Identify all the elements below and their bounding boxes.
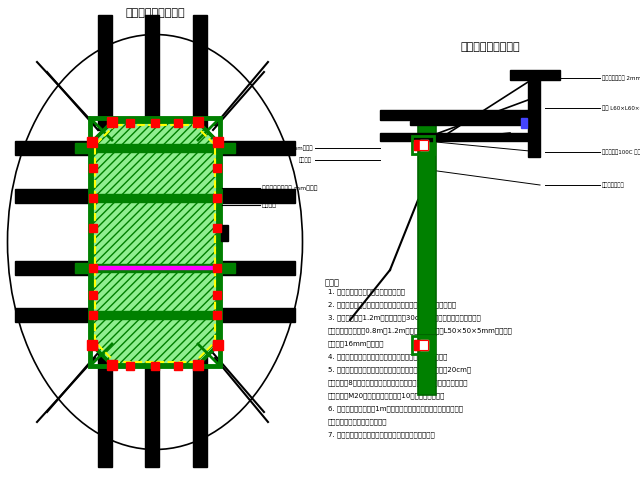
Bar	[213, 224, 221, 232]
Bar	[174, 362, 182, 370]
Bar	[220, 263, 235, 273]
Text: 护栏脚踢板（高度 mm钢板）: 护栏脚踢板（高度 mm钢板）	[264, 145, 312, 151]
Text: 7. 防护栏杆内侧及作业平台底部应挂设鼓板反防护网。: 7. 防护栏杆内侧及作业平台底部应挂设鼓板反防护网。	[328, 431, 435, 438]
Bar	[220, 261, 295, 275]
Text: 护栏脚踢板（高度 mm钢板）: 护栏脚踢板（高度 mm钢板）	[262, 185, 317, 191]
Bar	[89, 224, 97, 232]
Bar	[213, 164, 221, 172]
Text: 角钢 L60×L60×6 护栏立柱: 角钢 L60×L60×6 护栏立柱	[602, 105, 640, 111]
Bar	[75, 263, 90, 273]
Bar	[220, 141, 295, 155]
Bar	[151, 119, 159, 127]
Bar	[213, 311, 221, 319]
Bar	[90, 144, 220, 152]
Bar	[213, 137, 223, 147]
Bar	[75, 143, 90, 153]
Text: 直角弯头（8时槽钢），直接插入母板顶板水平管节内侧，斜杆在裁切槽钢: 直角弯头（8时槽钢），直接插入母板顶板水平管节内侧，斜杆在裁切槽钢	[328, 379, 468, 385]
Bar	[92, 266, 218, 269]
Bar	[213, 291, 221, 299]
Bar	[213, 264, 221, 272]
Text: 端部过用顶M20高强螺栓与母板角向10时槽钢钩动连接。: 端部过用顶M20高强螺栓与母板角向10时槽钢钩动连接。	[328, 392, 445, 398]
Bar	[414, 340, 428, 350]
Bar	[90, 194, 220, 202]
Bar	[107, 117, 117, 127]
Bar	[521, 118, 527, 128]
Bar	[15, 141, 90, 155]
Bar	[145, 352, 159, 467]
Bar	[414, 140, 428, 150]
Bar	[420, 140, 428, 150]
Bar	[193, 360, 203, 370]
Bar	[89, 341, 97, 349]
Bar	[193, 15, 207, 130]
Bar	[89, 311, 97, 319]
Bar	[213, 340, 223, 350]
Text: 挡脚反向防护网: 挡脚反向防护网	[602, 182, 625, 188]
Polygon shape	[92, 122, 218, 365]
Bar	[15, 189, 90, 203]
Bar	[126, 362, 134, 370]
Bar	[90, 264, 220, 272]
Bar	[410, 121, 530, 125]
Bar	[107, 360, 117, 370]
Bar	[380, 133, 530, 141]
Bar	[220, 143, 235, 153]
Text: 作业平台断面示意图: 作业平台断面示意图	[460, 42, 520, 52]
Text: 4. 单个中圈支架的各个杆件及护栏立柱均采用角接连接力式。: 4. 单个中圈支架的各个杆件及护栏立柱均采用角接连接力式。	[328, 353, 447, 360]
Text: 2. 搭身成工作业平台采用三角形中圈支架，其材为8时槽钢制作，: 2. 搭身成工作业平台采用三角形中圈支架，其材为8时槽钢制作，	[328, 301, 456, 308]
Text: 栏用直径16mm的圆钢。: 栏用直径16mm的圆钢。	[328, 340, 385, 347]
Text: 6. 支架竖板间距不大于1m，双向斜手域采用螺栓，板的网端与支架: 6. 支架竖板间距不大于1m，双向斜手域采用螺栓，板的网端与支架	[328, 405, 463, 412]
Bar	[510, 70, 560, 80]
Bar	[145, 15, 159, 130]
Text: 圆图栏，高度分别为0.8m和1.2m。栏杆足材为：立柱L50×50×5mm角钢，圆: 圆图栏，高度分别为0.8m和1.2m。栏杆足材为：立柱L50×50×5mm角钢，…	[328, 327, 513, 334]
Text: 中脚主组（100C 角钢）: 中脚主组（100C 角钢）	[602, 149, 640, 155]
Bar	[90, 118, 220, 366]
Bar	[98, 15, 112, 130]
Text: 中脚主组: 中脚主组	[262, 202, 277, 208]
Text: 3. 支架外侧设置1.2m高防护栏杆和30cm高脚踢板。双向防护栏杆设用: 3. 支架外侧设置1.2m高防护栏杆和30cm高脚踢板。双向防护栏杆设用	[328, 314, 481, 321]
Bar	[89, 291, 97, 299]
Text: 说明：: 说明：	[325, 278, 340, 287]
Bar	[528, 72, 540, 157]
Text: 1. 图中标注的数据均以毫米为单位计。: 1. 图中标注的数据均以毫米为单位计。	[328, 288, 405, 295]
Bar	[174, 119, 182, 127]
Text: 中脚主组: 中脚主组	[299, 157, 312, 163]
Bar	[420, 340, 428, 350]
Bar	[15, 308, 90, 322]
Bar	[220, 308, 295, 322]
Bar	[151, 362, 159, 370]
Text: 钢管脚手孔径约 2mm: 钢管脚手孔径约 2mm	[602, 75, 640, 81]
Bar	[89, 164, 97, 172]
Bar	[412, 336, 434, 354]
Bar	[412, 136, 434, 154]
Bar	[418, 115, 436, 335]
Bar	[418, 335, 436, 395]
Bar	[98, 352, 112, 467]
Text: 作业平台平面示意图: 作业平台平面示意图	[125, 8, 185, 18]
Text: 连接车固，严禁有抽头螺旋象。: 连接车固，严禁有抽头螺旋象。	[328, 418, 387, 425]
Bar	[89, 264, 97, 272]
Bar	[221, 225, 228, 241]
Bar	[414, 140, 428, 150]
Bar	[15, 261, 90, 275]
Bar	[193, 117, 203, 127]
Bar	[90, 311, 220, 319]
Text: 5. 中圈支架与搭身母板的连接力式：支架水平杆槽钢端部焊有20cm长: 5. 中圈支架与搭身母板的连接力式：支架水平杆槽钢端部焊有20cm长	[328, 366, 471, 372]
Bar	[126, 119, 134, 127]
Bar	[87, 137, 97, 147]
Bar	[89, 194, 97, 202]
Bar	[193, 352, 207, 467]
Bar	[414, 340, 428, 350]
Bar	[213, 341, 221, 349]
Bar	[87, 340, 97, 350]
Bar	[220, 189, 295, 203]
Bar	[213, 194, 221, 202]
Bar	[380, 110, 530, 120]
